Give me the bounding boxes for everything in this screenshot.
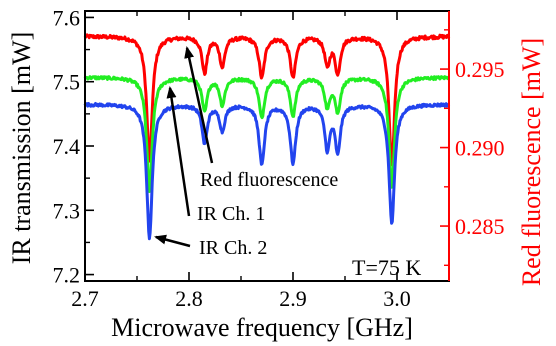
y-tick-label: 7.4: [53, 134, 81, 159]
annotation-ir-ch1: IR Ch. 1: [197, 203, 265, 225]
series-line-ir-ch-1: [83, 75, 450, 193]
arrow-red-fluorescence: [184, 46, 214, 164]
temperature-label: T=75 K: [352, 255, 421, 280]
y-axis-ticks: 7.2 7.3 7.4 7.5 7.6: [53, 5, 94, 288]
arrow-ir-ch2: [154, 234, 191, 248]
x-axis-ticks: 2.7 2.8 2.9 3.0: [71, 11, 411, 311]
y2-tick-label: 0.290: [455, 136, 505, 161]
x-tick-label: 2.9: [279, 286, 307, 311]
annotation-red-fluorescence: Red fluorescence: [200, 169, 338, 191]
y-tick-label: 7.2: [53, 263, 81, 288]
series-line-red-fluorescence: [83, 33, 451, 167]
y-tick-label: 7.6: [53, 5, 81, 30]
y2-axis-ticks: 0.285 0.290 0.295: [440, 29, 505, 267]
annotations: Red fluorescence IR Ch. 1 IR Ch. 2 T=75 …: [154, 46, 421, 280]
x-tick-label: 2.8: [175, 286, 203, 311]
series-line-ir-ch-2: [83, 101, 451, 241]
series-layer: [83, 33, 451, 241]
y-tick-label: 7.3: [53, 198, 81, 223]
y2-axis-title: Red fluorescence [mW]: [517, 38, 546, 286]
y-tick-label: 7.5: [53, 70, 81, 95]
y2-tick-label: 0.285: [455, 214, 505, 239]
x-axis-title: Microwave frequency [GHz]: [111, 313, 413, 342]
arrow-ir-ch1: [166, 86, 191, 217]
y2-tick-label: 0.295: [455, 57, 505, 82]
y-axis-title: IR transmission [mW]: [7, 32, 36, 265]
annotation-ir-ch2: IR Ch. 2: [199, 237, 267, 259]
x-tick-label: 2.7: [71, 286, 99, 311]
x-tick-label: 3.0: [383, 286, 411, 311]
